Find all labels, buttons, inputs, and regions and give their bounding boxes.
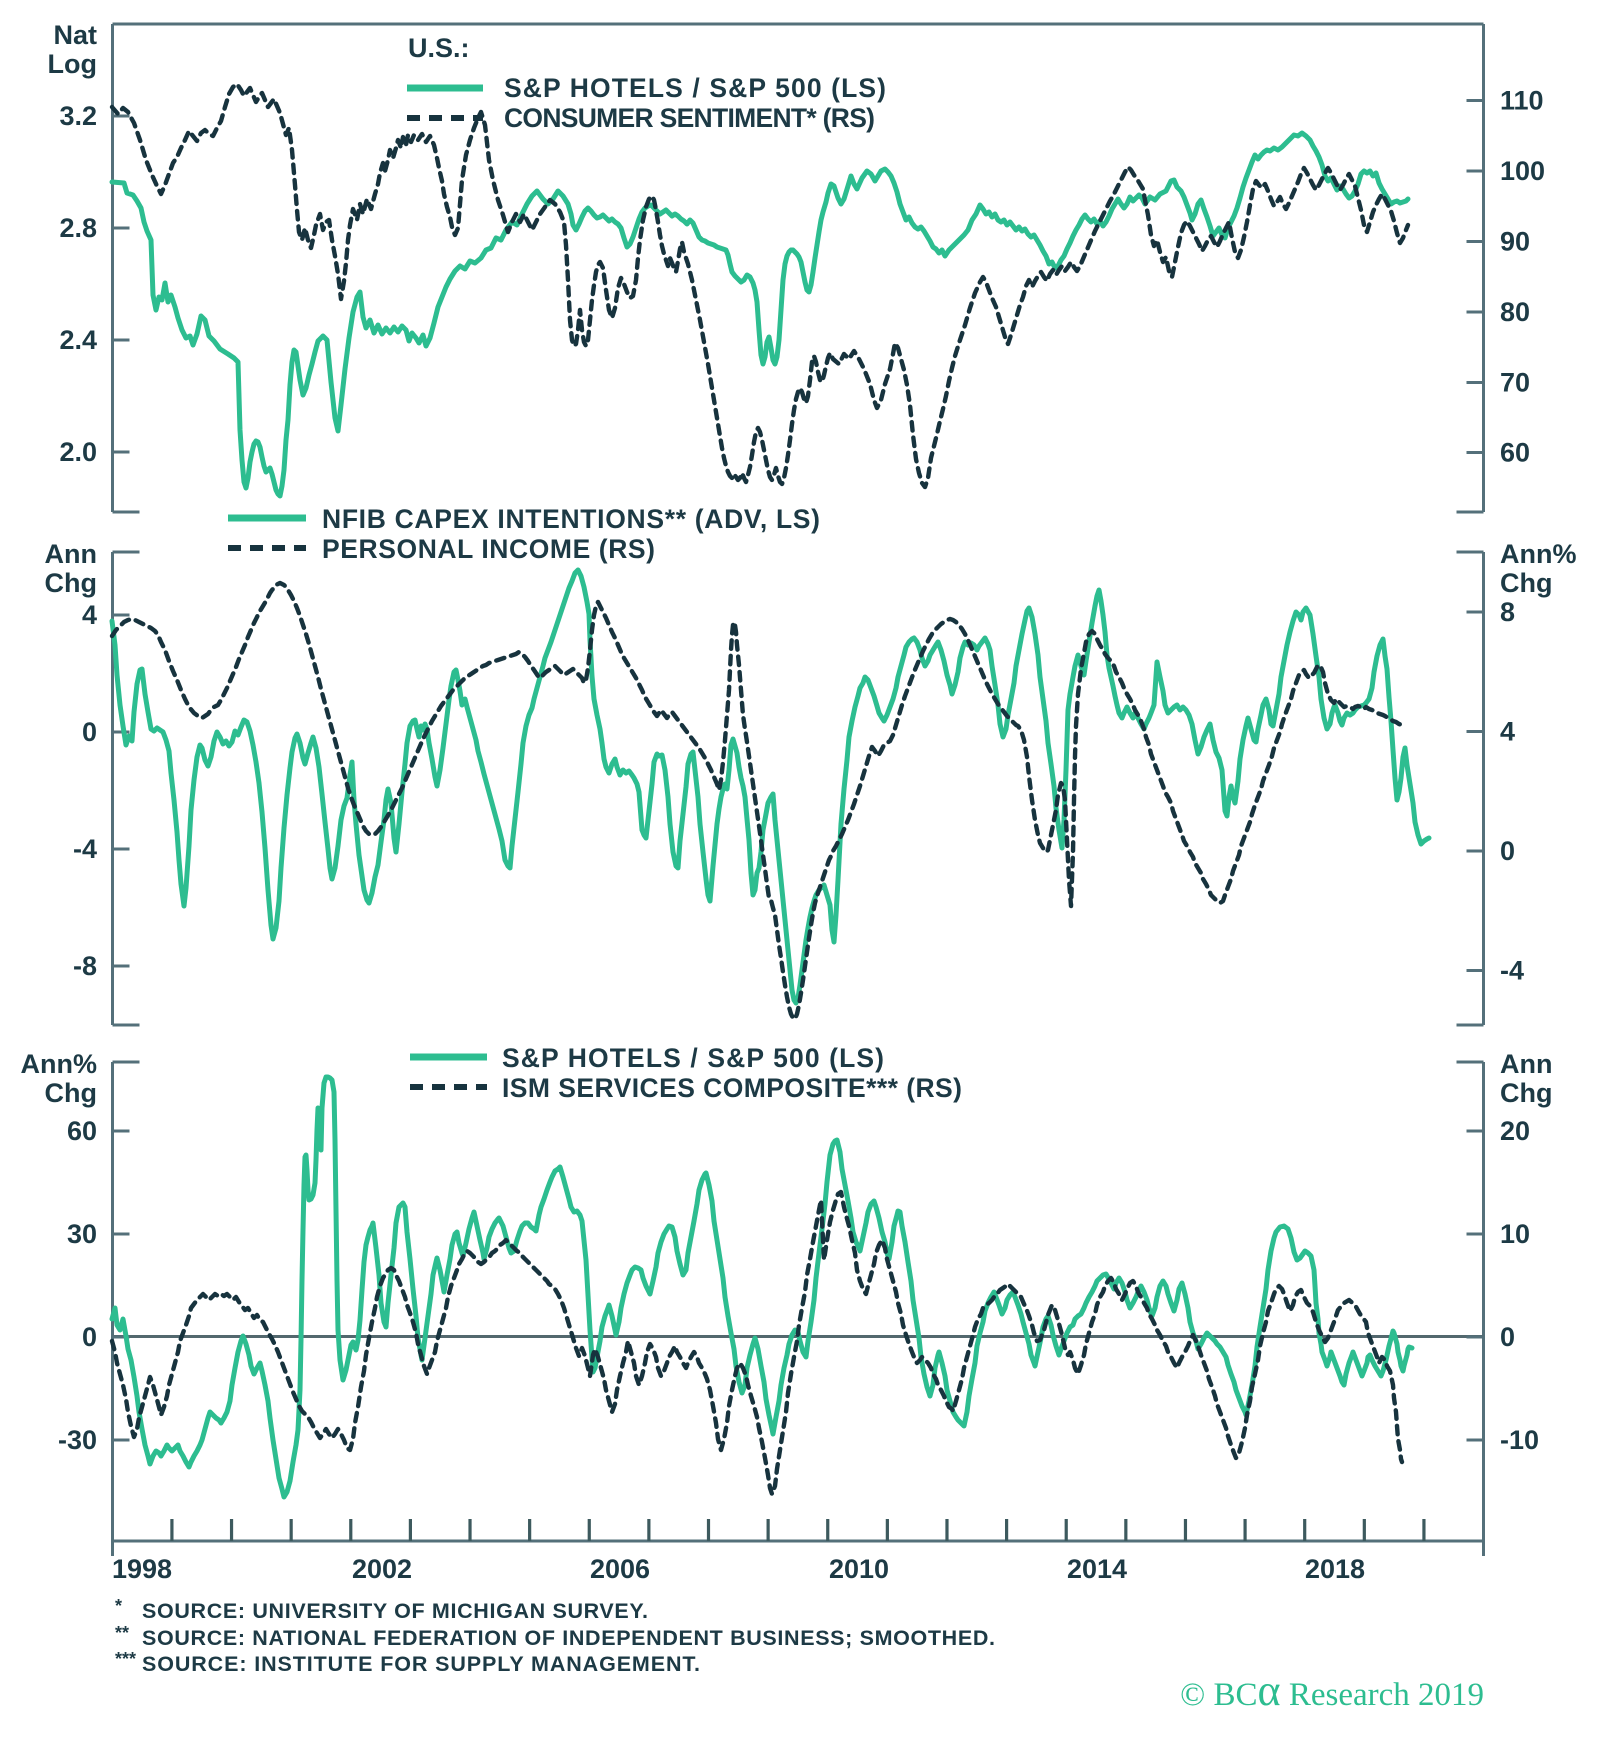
svg-text:S&P HOTELS / S&P 500 (LS): S&P HOTELS / S&P 500 (LS) bbox=[504, 73, 886, 103]
svg-text:SOURCE: INSTITUTE FOR SUPPLY M: SOURCE: INSTITUTE FOR SUPPLY MANAGEMENT. bbox=[142, 1652, 700, 1676]
svg-text:60: 60 bbox=[67, 1116, 97, 1146]
svg-text:2.4: 2.4 bbox=[59, 325, 97, 355]
svg-text:4: 4 bbox=[1500, 717, 1515, 747]
svg-text:*: * bbox=[115, 1596, 122, 1616]
svg-text:10: 10 bbox=[1500, 1219, 1530, 1249]
svg-text:2.0: 2.0 bbox=[59, 437, 97, 467]
svg-text:-10: -10 bbox=[1500, 1425, 1539, 1455]
svg-text:0: 0 bbox=[1500, 836, 1515, 866]
svg-text:0: 0 bbox=[1500, 1322, 1515, 1352]
svg-text:Ann: Ann bbox=[45, 539, 97, 569]
svg-text:4: 4 bbox=[82, 600, 97, 630]
svg-text:2018: 2018 bbox=[1305, 1554, 1365, 1584]
svg-text:SOURCE: UNIVERSITY OF MICHIGAN: SOURCE: UNIVERSITY OF MICHIGAN SURVEY. bbox=[142, 1599, 648, 1623]
svg-text:3.2: 3.2 bbox=[59, 101, 97, 131]
svg-text:20: 20 bbox=[1500, 1116, 1530, 1146]
svg-text:80: 80 bbox=[1500, 297, 1530, 327]
svg-text:Nat: Nat bbox=[53, 20, 97, 50]
svg-text:SOURCE: NATIONAL FEDERATION OF: SOURCE: NATIONAL FEDERATION OF INDEPENDE… bbox=[142, 1626, 995, 1650]
svg-text:2006: 2006 bbox=[590, 1554, 650, 1584]
svg-text:Log: Log bbox=[48, 49, 97, 79]
svg-text:Ann: Ann bbox=[1500, 1049, 1552, 1079]
svg-text:100: 100 bbox=[1500, 156, 1545, 186]
svg-text:ISM SERVICES COMPOSITE*** (RS): ISM SERVICES COMPOSITE*** (RS) bbox=[502, 1073, 962, 1103]
svg-text:2.8: 2.8 bbox=[59, 213, 97, 243]
svg-text:Chg: Chg bbox=[1500, 1078, 1552, 1108]
svg-text:S&P HOTELS / S&P 500 (LS): S&P HOTELS / S&P 500 (LS) bbox=[502, 1043, 884, 1073]
svg-text:PERSONAL INCOME (RS): PERSONAL INCOME (RS) bbox=[322, 534, 655, 564]
svg-text:Ann%: Ann% bbox=[21, 1049, 98, 1079]
svg-text:Chg: Chg bbox=[1500, 568, 1552, 598]
svg-text:-4: -4 bbox=[73, 834, 97, 864]
svg-text:-4: -4 bbox=[1500, 956, 1524, 986]
svg-text:CONSUMER SENTIMENT* (RS): CONSUMER SENTIMENT* (RS) bbox=[504, 103, 875, 133]
svg-text:8: 8 bbox=[1500, 597, 1515, 627]
svg-text:NFIB CAPEX INTENTIONS** (ADV,: NFIB CAPEX INTENTIONS** (ADV, LS) bbox=[322, 504, 820, 534]
svg-text:110: 110 bbox=[1500, 86, 1544, 116]
svg-text:2010: 2010 bbox=[829, 1554, 889, 1584]
svg-text:90: 90 bbox=[1500, 227, 1530, 257]
svg-text:0: 0 bbox=[82, 1322, 97, 1352]
svg-text:Chg: Chg bbox=[45, 1078, 97, 1108]
svg-text:-30: -30 bbox=[58, 1425, 97, 1455]
svg-text:1998: 1998 bbox=[112, 1554, 172, 1584]
svg-text:0: 0 bbox=[82, 717, 97, 747]
svg-text:U.S.:: U.S.: bbox=[408, 33, 470, 63]
svg-text:-8: -8 bbox=[73, 951, 97, 981]
svg-text:Chg: Chg bbox=[45, 568, 97, 598]
svg-text:***: *** bbox=[115, 1649, 136, 1669]
svg-text:Ann%: Ann% bbox=[1500, 539, 1577, 569]
svg-text:2014: 2014 bbox=[1067, 1554, 1127, 1584]
svg-text:60: 60 bbox=[1500, 438, 1530, 468]
svg-text:70: 70 bbox=[1500, 368, 1530, 398]
svg-text:30: 30 bbox=[67, 1219, 97, 1249]
svg-text:2002: 2002 bbox=[352, 1554, 412, 1584]
svg-text:**: ** bbox=[115, 1623, 129, 1643]
